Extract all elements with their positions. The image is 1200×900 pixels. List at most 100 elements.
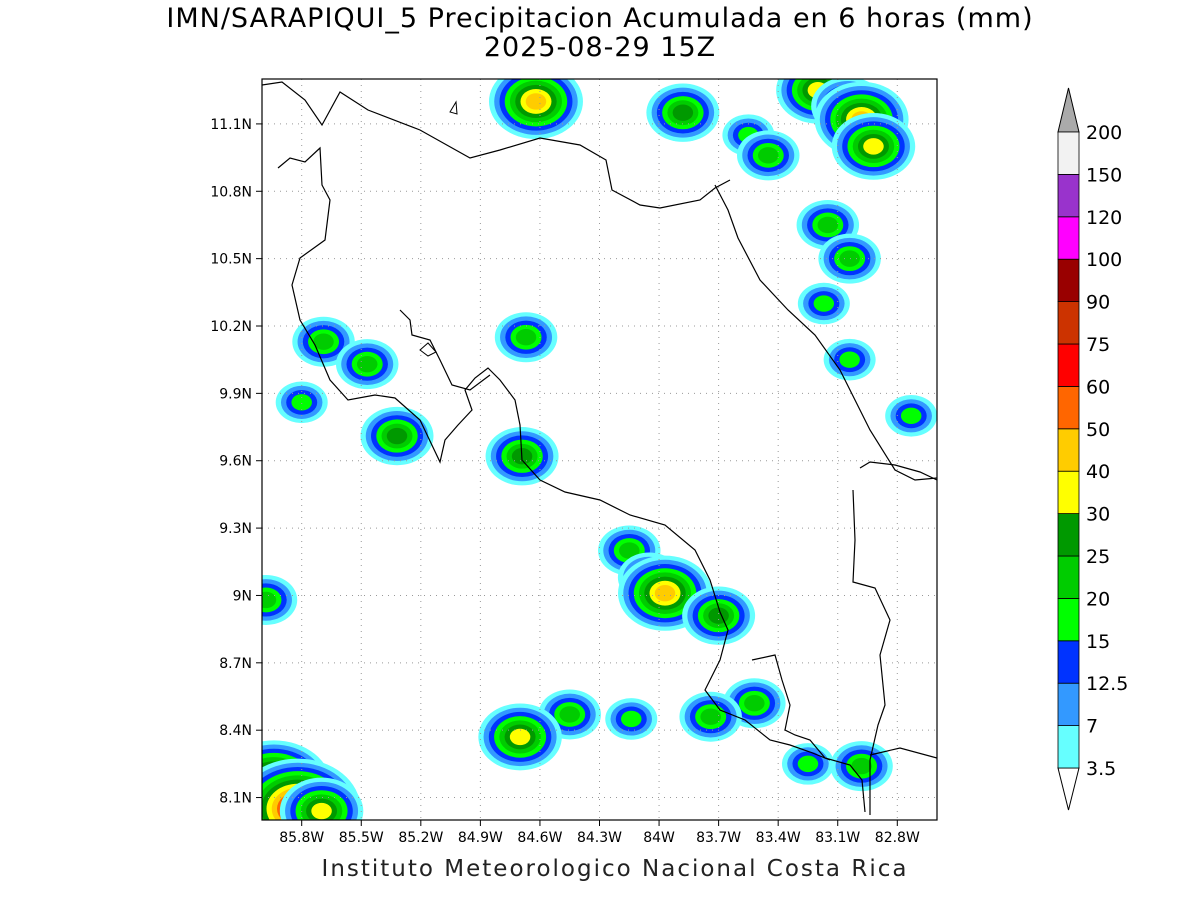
colorbar-level-label: 30: [1086, 504, 1110, 526]
lon-tick-label: 84.3W: [577, 830, 622, 846]
pacific-coast: [277, 146, 831, 761]
colorbar-swatch: [1057, 598, 1080, 642]
precip-cell: [488, 79, 583, 140]
nicoya-gulf-coast: [399, 309, 491, 391]
precip-cell: [831, 112, 916, 180]
precip-cell: [797, 282, 850, 325]
colorbar-swatch: [1057, 725, 1080, 769]
panama-border-south: [852, 489, 891, 815]
precip-contour: [619, 542, 640, 559]
precip-contour: [900, 407, 922, 425]
precip-cell: [818, 233, 881, 284]
nicaragua-border: [262, 81, 731, 209]
lon-tick-label: 85.5W: [339, 830, 384, 846]
map-date: 2025-08-29 15Z: [483, 32, 717, 63]
coastline-layer: [262, 81, 937, 815]
colorbar-swatch: [1057, 173, 1080, 218]
panama-border: [859, 461, 937, 481]
lat-tick-label: 8.1N: [219, 791, 252, 807]
colorbar-level-label: 40: [1086, 461, 1110, 483]
colorbar-swatch: [1057, 301, 1080, 345]
colorbar-level-label: 7: [1086, 716, 1098, 738]
lon-tick-label: 83.4W: [756, 830, 801, 846]
colorbar-level-label: 120: [1086, 207, 1122, 229]
colorbar-level-label: 25: [1086, 546, 1110, 568]
precip-cell: [885, 395, 937, 437]
lat-tick-label: 9N: [233, 588, 252, 604]
precip-cell: [360, 406, 434, 466]
precip-contour: [708, 607, 729, 624]
precip-cell: [478, 703, 562, 771]
precip-contour: [291, 394, 312, 411]
lat-tick-label: 10.2N: [210, 319, 252, 335]
colorbar-level-label: 200: [1086, 122, 1122, 144]
colorbar-level-label: 60: [1086, 376, 1110, 398]
colorbar-legend: 3.5 7 12.5 15 20 25 30 40 50 60 75 90 100 120 150 200: [1057, 87, 1128, 811]
precip-contour: [797, 755, 819, 773]
precip-cell: [279, 777, 364, 820]
precip-contour: [525, 93, 547, 110]
lat-tick-label: 9.3N: [219, 521, 252, 537]
precip-contour: [313, 333, 334, 350]
colorbar-level-label: 3.5: [1086, 758, 1116, 780]
footer-credit: Instituto Meteorologico Nacional Costa R…: [321, 856, 909, 882]
lat-tick-label: 9.6N: [219, 454, 252, 470]
precip-contour: [758, 147, 779, 164]
map-axes: 85.8W 85.5W 85.2W 84.9W 84.6W 84.3W 84W 83.7W 83…: [210, 117, 920, 846]
colorbar-level-label: 75: [1086, 334, 1110, 356]
lat-tick-label: 8.7N: [219, 656, 252, 672]
colorbar-level-label: 100: [1086, 249, 1122, 271]
precip-cell: [262, 574, 298, 625]
precip-contour: [621, 710, 642, 728]
precip-cell: [335, 339, 399, 390]
lon-tick-label: 84.6W: [517, 830, 562, 846]
colorbar-swatch: [1057, 131, 1080, 175]
lon-tick-label: 85.8W: [279, 830, 324, 846]
colorbar-swatch: [1057, 640, 1080, 684]
precip-contour: [515, 329, 537, 346]
precip-cell: [781, 743, 834, 785]
lat-tick-label: 8.4N: [219, 723, 252, 739]
precip-contour: [262, 591, 277, 609]
osa-peninsula: [751, 654, 866, 813]
colorbar-swatch: [1057, 470, 1080, 515]
precip-contour: [700, 708, 721, 725]
lon-tick-label: 84.9W: [458, 830, 503, 846]
precip-contour: [386, 427, 408, 445]
colorbar-level-label: 90: [1086, 292, 1110, 314]
lat-tick-label: 10.5N: [210, 252, 252, 268]
lon-tick-label: 83.7W: [696, 830, 741, 846]
chira-island: [419, 342, 437, 357]
lon-tick-label: 83.1W: [815, 830, 860, 846]
colorbar-swatch: [1057, 682, 1080, 727]
precip-contour: [672, 104, 694, 121]
precip-contour: [744, 695, 765, 712]
precipitation-layer: [262, 79, 937, 820]
colorbar-swatch: [1057, 258, 1080, 303]
precip-cell: [682, 586, 756, 645]
precip-contour: [817, 216, 839, 234]
precip-cell: [737, 130, 800, 181]
precip-contour: [356, 355, 378, 373]
colorbar-swatch: [1057, 385, 1080, 430]
precip-cell: [618, 555, 713, 631]
precip-contour: [863, 138, 884, 155]
precip-cell: [275, 381, 328, 424]
lat-tick-label: 10.8N: [210, 184, 252, 200]
precip-cell: [679, 691, 742, 742]
colorbar-level-label: 50: [1086, 419, 1110, 441]
colorbar-swatch: [1057, 513, 1080, 557]
ometepe-island: [449, 100, 458, 115]
colorbar-over-arrow: [1057, 87, 1080, 133]
lon-tick-label: 85.2W: [398, 830, 443, 846]
colorbar-swatch: [1057, 428, 1080, 472]
map-title: IMN/SARAPIQUI_5 Precipitacion Acumulada …: [166, 3, 1034, 34]
precip-contour: [311, 802, 332, 820]
colorbar-swatch: [1057, 216, 1080, 260]
caribbean-coast: [714, 184, 937, 481]
precip-contour: [559, 706, 580, 723]
precip-contour: [851, 757, 872, 775]
colorbar-level-label: 150: [1086, 164, 1122, 186]
precip-cell: [605, 698, 658, 740]
